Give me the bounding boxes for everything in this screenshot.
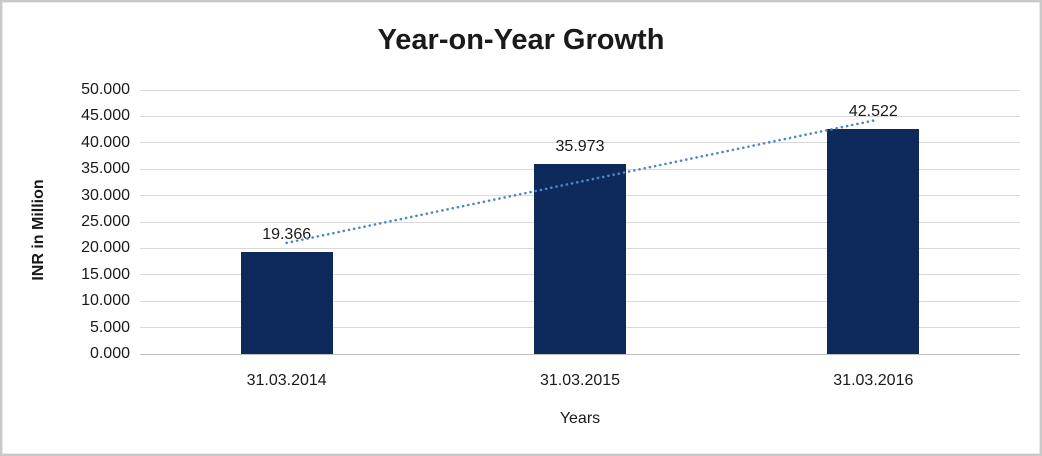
y-axis-tick-label: 50.000 <box>81 81 130 98</box>
x-axis-tick-label: 31.03.2014 <box>246 372 327 389</box>
y-axis-tick-label: 0.000 <box>89 345 130 362</box>
gridline <box>140 89 1020 91</box>
y-axis-tick-label: 10.000 <box>81 292 130 310</box>
y-axis-tick-label: 30.000 <box>81 186 130 204</box>
y-axis-tick-label: 15.000 <box>81 265 130 283</box>
bar-data-label: 19.366 <box>262 225 312 243</box>
y-axis-tick-label: 20.000 <box>81 239 130 257</box>
y-axis-tick-label: 5.000 <box>89 318 130 336</box>
x-axis-title: Years <box>559 410 601 427</box>
x-axis-line <box>140 353 1020 355</box>
bar-data-label: 42.522 <box>848 103 898 121</box>
bar <box>534 164 626 354</box>
bar <box>240 251 333 354</box>
y-axis-tick-label: 45.000 <box>81 107 130 125</box>
chart-title: Year-on-Year Growth <box>377 24 665 56</box>
bar-data-label: 35.973 <box>555 138 605 156</box>
x-axis-tick-label: 31.03.2015 <box>539 372 621 389</box>
y-axis-tick-label: 40.000 <box>81 133 130 151</box>
y-axis-tick-label: 25.000 <box>81 213 130 230</box>
x-axis-tick-label: 31.03.2016 <box>833 372 914 389</box>
y-axis-tick-label: 35.000 <box>81 160 130 178</box>
y-axis-title: INR in Million <box>30 179 47 281</box>
bar <box>827 129 920 354</box>
gridline <box>140 115 1020 117</box>
